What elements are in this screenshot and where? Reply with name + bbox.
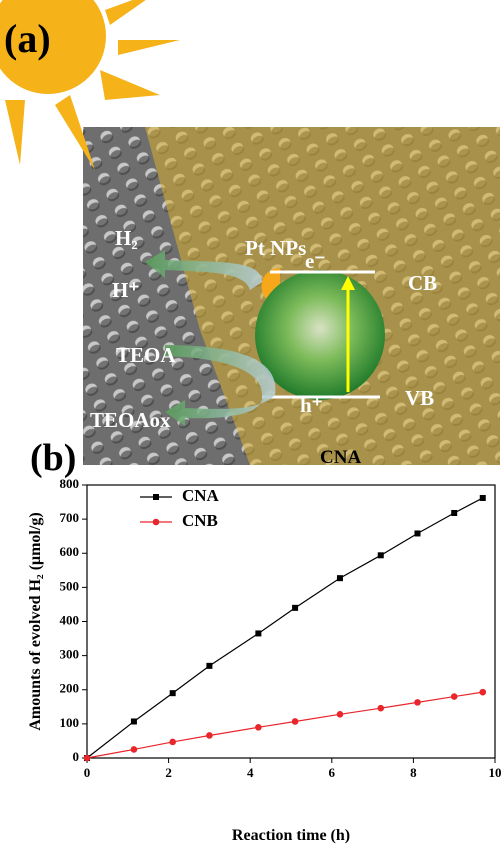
legend-label: CNB: [182, 511, 218, 530]
marker: [130, 746, 138, 753]
plot-frame: [86, 484, 496, 759]
oxidation-arrow: [165, 345, 276, 426]
marker: [130, 718, 137, 725]
y-tick-label: 300: [60, 647, 80, 662]
x-tick-label: 2: [165, 765, 172, 780]
x-tick-label: 4: [247, 765, 254, 780]
x-tick-label: 10: [489, 765, 502, 780]
legend-marker: [152, 518, 160, 526]
marker: [255, 723, 262, 731]
marker: [479, 688, 487, 696]
y-tick-label: 600: [60, 544, 80, 559]
diagram: H₂ H⁺ Pt NPs e⁻ CB TEOA h⁺ VB TEOAox CNA: [0, 0, 500, 468]
label: CB: [408, 271, 437, 295]
y-tick-label: 0: [73, 749, 80, 764]
y-tick-label: 400: [60, 612, 80, 627]
legend-label: CNA: [182, 486, 220, 505]
sun: [0, 0, 180, 170]
x-tick-label: 6: [329, 765, 336, 780]
marker: [169, 690, 176, 697]
y-tick-label: 200: [60, 681, 80, 696]
marker: [206, 732, 213, 739]
y-tick-label: 100: [60, 715, 80, 730]
marker: [169, 738, 176, 746]
panel-label: (a): [4, 16, 51, 61]
reduction-arrow: [145, 250, 262, 290]
label: H₂: [115, 226, 138, 250]
marker: [83, 754, 91, 762]
marker: [450, 693, 458, 700]
x-tick-label: 8: [410, 765, 417, 780]
y-axis-label: Amounts of evolved H₂ (μmol/g): [27, 512, 44, 730]
panel-label: (b): [30, 437, 76, 479]
label: TEOAox: [90, 408, 171, 432]
marker: [479, 494, 486, 501]
y-tick-label: 500: [60, 578, 80, 593]
marker: [451, 509, 458, 516]
marker: [336, 575, 343, 582]
series-line: [86, 691, 483, 759]
legend-marker: [153, 494, 159, 500]
label: h⁺: [300, 393, 323, 417]
marker: [206, 662, 213, 669]
y-tick-label: 800: [60, 476, 80, 491]
marker: [377, 552, 384, 559]
label: H⁺: [112, 278, 139, 302]
chart: 0 100 200 300 400 500 600 700 800 0 2 4 6 8 10 Reaction…: [27, 476, 502, 844]
marker: [292, 604, 299, 611]
label: CNA: [320, 447, 361, 468]
marker: [414, 530, 421, 537]
semiconductor-sphere: [255, 270, 385, 400]
x-tick-label: 0: [84, 765, 91, 780]
series-line: [86, 497, 484, 759]
label: Pt NPs: [245, 236, 306, 260]
marker: [255, 630, 262, 637]
marker: [414, 699, 421, 706]
marker: [336, 711, 344, 718]
arrowhead: [341, 276, 355, 290]
marker: [291, 718, 299, 725]
label: TEOA: [116, 343, 176, 367]
marker: [377, 704, 385, 712]
y-tick-label: 700: [60, 510, 80, 525]
label: e⁻: [305, 249, 325, 273]
x-axis-label: Reaction time (h): [232, 827, 350, 844]
label: VB: [405, 386, 434, 410]
